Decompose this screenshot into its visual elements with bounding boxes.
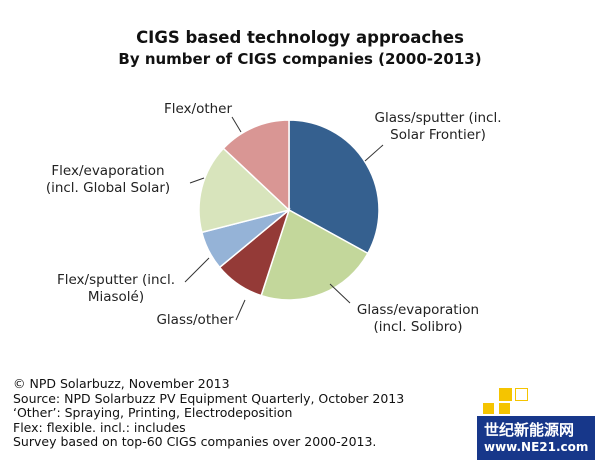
survey-note: Survey based on top-60 CIGS companies ov…	[13, 434, 377, 450]
flex-definition-note: Flex: flexible. incl.: includes	[13, 419, 186, 435]
slice-leader-line	[364, 144, 384, 162]
slice-leader-line	[329, 283, 351, 304]
slice-leader-line	[231, 116, 242, 133]
chart-title: CIGS based technology approaches	[136, 28, 464, 47]
watermark-site-url: www.NE21.com	[484, 440, 589, 454]
chart-notes: © NPD Solarbuzz, November 2013 Source: N…	[13, 376, 405, 450]
slice-label: Flex/evaporation (incl. Global Solar)	[46, 163, 170, 196]
slice-label: Glass/other	[156, 312, 234, 328]
slice-label: Flex/other	[164, 101, 233, 117]
chart-subtitle: By number of CIGS companies (2000-2013)	[118, 50, 481, 68]
watermark-banner	[477, 416, 595, 460]
copyright-note: © NPD Solarbuzz, November 2013	[13, 376, 230, 391]
slice-label: Glass/evaporation (incl. Solibro)	[357, 302, 479, 335]
watermark-logo-square	[515, 388, 528, 401]
watermark-logo-square	[499, 388, 512, 401]
pie-slice	[260, 208, 369, 301]
other-definition-note: ‘Other’: Spraying, Printing, Electrodepo…	[13, 405, 293, 421]
watermark-site-name: 世纪新能源网	[484, 421, 575, 439]
slice-label: Flex/sputter (incl. Miasolé)	[57, 272, 175, 305]
slice-leader-line	[184, 257, 210, 283]
pie-slice	[222, 119, 290, 212]
watermark-logo-square	[499, 403, 510, 414]
watermark-logo-square	[483, 403, 494, 414]
source-note: Source: NPD Solarbuzz PV Equipment Quart…	[13, 390, 405, 406]
slice-label: Glass/sputter (incl. Solar Frontier)	[374, 110, 501, 143]
pie-slice	[288, 119, 380, 255]
pie-slice	[198, 147, 291, 234]
slice-leader-line	[189, 177, 205, 184]
slice-leader-line	[235, 299, 246, 321]
